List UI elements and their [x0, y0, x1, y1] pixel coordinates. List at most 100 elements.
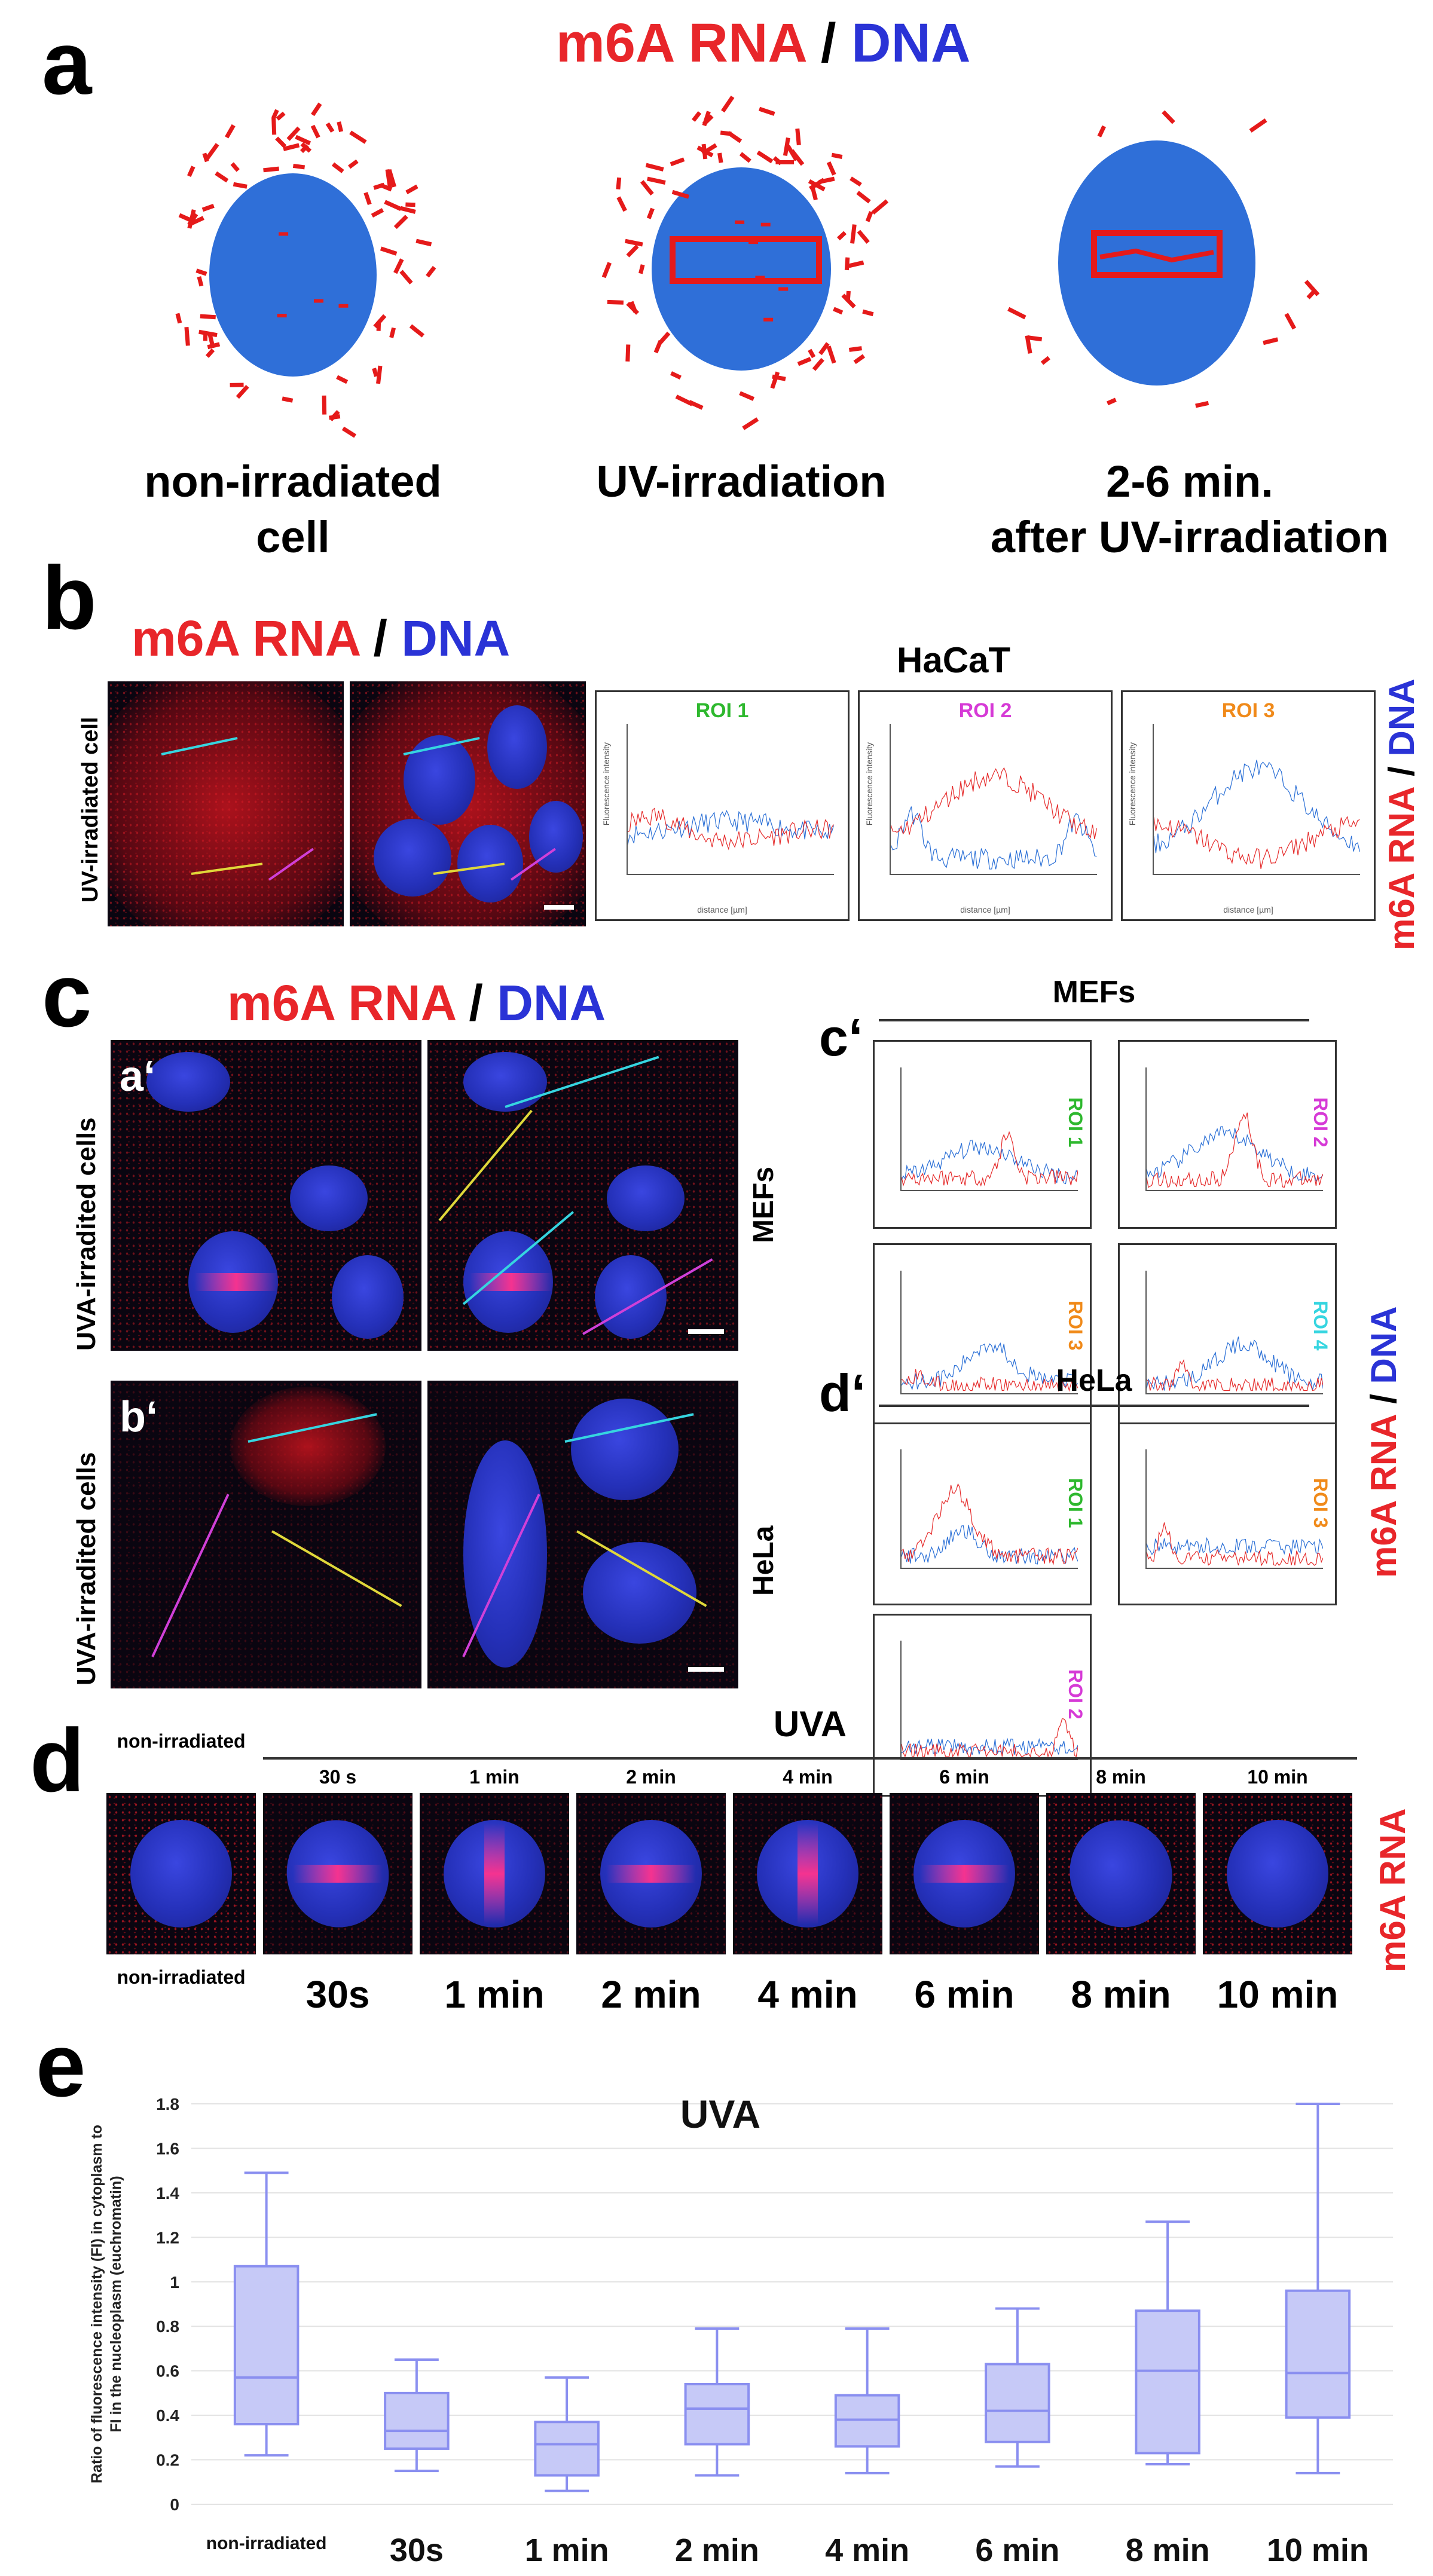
title-m6a: m6A RNA — [132, 610, 360, 666]
right-label-b: m6A RNA / DNA — [1381, 640, 1422, 951]
panel-letter-c: c — [42, 945, 92, 1045]
y-tick-label: 1.6 — [156, 2139, 179, 2158]
panel-a-schematics — [175, 95, 1320, 438]
box-iqr — [1135, 2309, 1200, 2455]
roi-title: ROI 4 — [1310, 1301, 1331, 1351]
plot-c-mefs-roi3: ROI 3 — [873, 1243, 1092, 1432]
right-label-red: m6A RNA — [1382, 786, 1422, 950]
y-tick-label: 0.6 — [156, 2362, 179, 2381]
mefs-header: MEFs — [1052, 975, 1136, 1009]
x-tick-label: 1 min — [525, 2532, 609, 2568]
panel-letter-a: a — [42, 13, 92, 113]
scale-bar — [688, 1667, 724, 1672]
timepoint-bottom-label: 4 min — [757, 1973, 858, 2016]
cell-uv-irradiation — [652, 167, 831, 371]
micrograph-c-a-merge — [427, 1040, 738, 1351]
box-iqr — [534, 2421, 600, 2477]
caption-text: non-irradiated cell — [144, 457, 442, 562]
plot-c-hela-roi2: ROI 2 — [873, 1614, 1092, 1797]
scale-bar — [688, 1329, 724, 1334]
panel-b-title: m6A RNA / DNA — [132, 610, 510, 668]
right-label-c: m6A RNA / DNA — [1363, 1100, 1404, 1578]
right-label-blue: DNA — [1382, 678, 1422, 757]
timepoint-bottom-label: 1 min — [444, 1973, 545, 2016]
plot-c-hela-roi3: ROI 3 — [1118, 1422, 1337, 1605]
cell-after-uv — [1058, 140, 1255, 386]
micrograph-c-a-red — [111, 1040, 421, 1351]
y-tick-label: 0.2 — [156, 2451, 179, 2470]
right-label-sep: / — [1382, 756, 1422, 787]
right-label-d: m6A RNA — [1373, 1808, 1413, 1972]
cell-label-hela: HeLa — [748, 1525, 780, 1596]
roi-title: ROI 1 — [1065, 1097, 1086, 1148]
timepoint-micrograph — [1046, 1793, 1196, 1954]
micrograph-c-b-red — [111, 1381, 421, 1688]
x-axis-label: distance [µm] — [960, 905, 1010, 914]
cell-non-irradiated — [209, 173, 377, 377]
plot-c-hela-roi1: ROI 1 — [873, 1422, 1092, 1605]
caption-after-uv: 2-6 min. after UV-irradiation — [968, 454, 1411, 565]
title-dna: DNA — [401, 610, 511, 666]
timepoint-top-label: 30 s — [319, 1766, 357, 1788]
box-iqr — [985, 2363, 1050, 2443]
timepoint-bottom-label: non-irradiated — [117, 1966, 246, 1988]
timepoint-micrograph — [263, 1793, 413, 1954]
panel-letter-d: d — [30, 1710, 85, 1810]
side-label-uv-irradiated: UV-irradiated cell — [78, 717, 103, 902]
micrograph-b-red — [108, 681, 344, 926]
y-tick-label: 0.8 — [156, 2317, 179, 2336]
x-tick-label: 8 min — [1126, 2532, 1210, 2568]
y-axis-label: Fluorescence intensity — [601, 742, 611, 825]
uva-header-rule — [263, 1757, 1357, 1760]
hela-header-rule — [879, 1405, 1309, 1407]
timepoint-bottom-label: 8 min — [1071, 1973, 1171, 2016]
box-iqr — [1285, 2289, 1351, 2419]
x-axis-label: distance [µm] — [1223, 905, 1273, 914]
title-sep: / — [805, 13, 852, 74]
timepoint-micrograph — [576, 1793, 726, 1954]
x-tick-label: 2 min — [675, 2532, 759, 2568]
sub-label-b-prime: b‘ — [120, 1393, 158, 1441]
roi-title: ROI 1 — [695, 699, 749, 722]
timepoint-bottom-label: 6 min — [914, 1973, 1015, 2016]
timepoint-micrograph — [890, 1793, 1039, 1954]
timepoint-top-label: 4 min — [783, 1766, 833, 1788]
timepoint-micrograph — [420, 1793, 569, 1954]
panel-a-title: m6A RNA / DNA — [556, 12, 970, 75]
side-label-c-b: UVA-irradited cells — [72, 1452, 101, 1685]
y-tick-label: 0.4 — [156, 2406, 179, 2425]
plot-c-mefs-roi1: ROI 1 — [873, 1040, 1092, 1229]
right-label-sep: / — [1364, 1384, 1404, 1414]
caption-uv-irradiation: UV-irradiation — [556, 454, 927, 510]
sub-label-c-prime: c‘ — [819, 1008, 863, 1067]
roi-title: ROI 2 — [1310, 1097, 1331, 1148]
timepoint-top-label: 1 min — [469, 1766, 520, 1788]
hela-header: HeLa — [1056, 1363, 1132, 1398]
right-label-red: m6A RNA — [1364, 1414, 1404, 1578]
panel-letter-b: b — [42, 547, 97, 648]
x-tick-label: non-irradiated — [206, 2534, 327, 2553]
plot-b-roi1: ROI 1 Fluorescence intensity distance [µ… — [595, 690, 850, 921]
timepoint-bottom-label: 30s — [305, 1973, 370, 2016]
timepoint-top-label: 6 min — [939, 1766, 989, 1788]
y-tick-label: 1.4 — [156, 2184, 179, 2202]
sub-label-a-prime: a‘ — [120, 1053, 156, 1100]
y-tick-label: 1.2 — [156, 2228, 179, 2247]
roi-title: ROI 2 — [958, 699, 1012, 722]
timepoint-top-label: 2 min — [626, 1766, 676, 1788]
sub-label-d-prime: d‘ — [819, 1363, 866, 1422]
y-axis-label: Fluorescence intensity — [1128, 742, 1137, 825]
y-tick-label: 0 — [170, 2495, 179, 2514]
plot-b-roi3: ROI 3 Fluorescence intensity distance [µ… — [1121, 690, 1376, 921]
cell-line-hacat: HaCaT — [897, 640, 1011, 680]
timepoint-bottom-label: 2 min — [601, 1973, 701, 2016]
roi-title: ROI 3 — [1065, 1301, 1086, 1351]
timepoint-top-label: 10 min — [1247, 1766, 1308, 1788]
timepoint-micrograph — [733, 1793, 882, 1954]
roi-title: ROI 3 — [1221, 699, 1275, 722]
y-axis-label: Fluorescence intensity — [864, 742, 874, 825]
box-chart: 0 0.2 0.4 0.6 0.8 1 1.2 1.4 1.6 1.8 Ratio of fluor… — [88, 2092, 1393, 2568]
title-sep: / — [455, 975, 497, 1031]
timepoint-micrograph — [1203, 1793, 1352, 1954]
caption-non-irradiated: non-irradiated cell — [108, 454, 478, 565]
